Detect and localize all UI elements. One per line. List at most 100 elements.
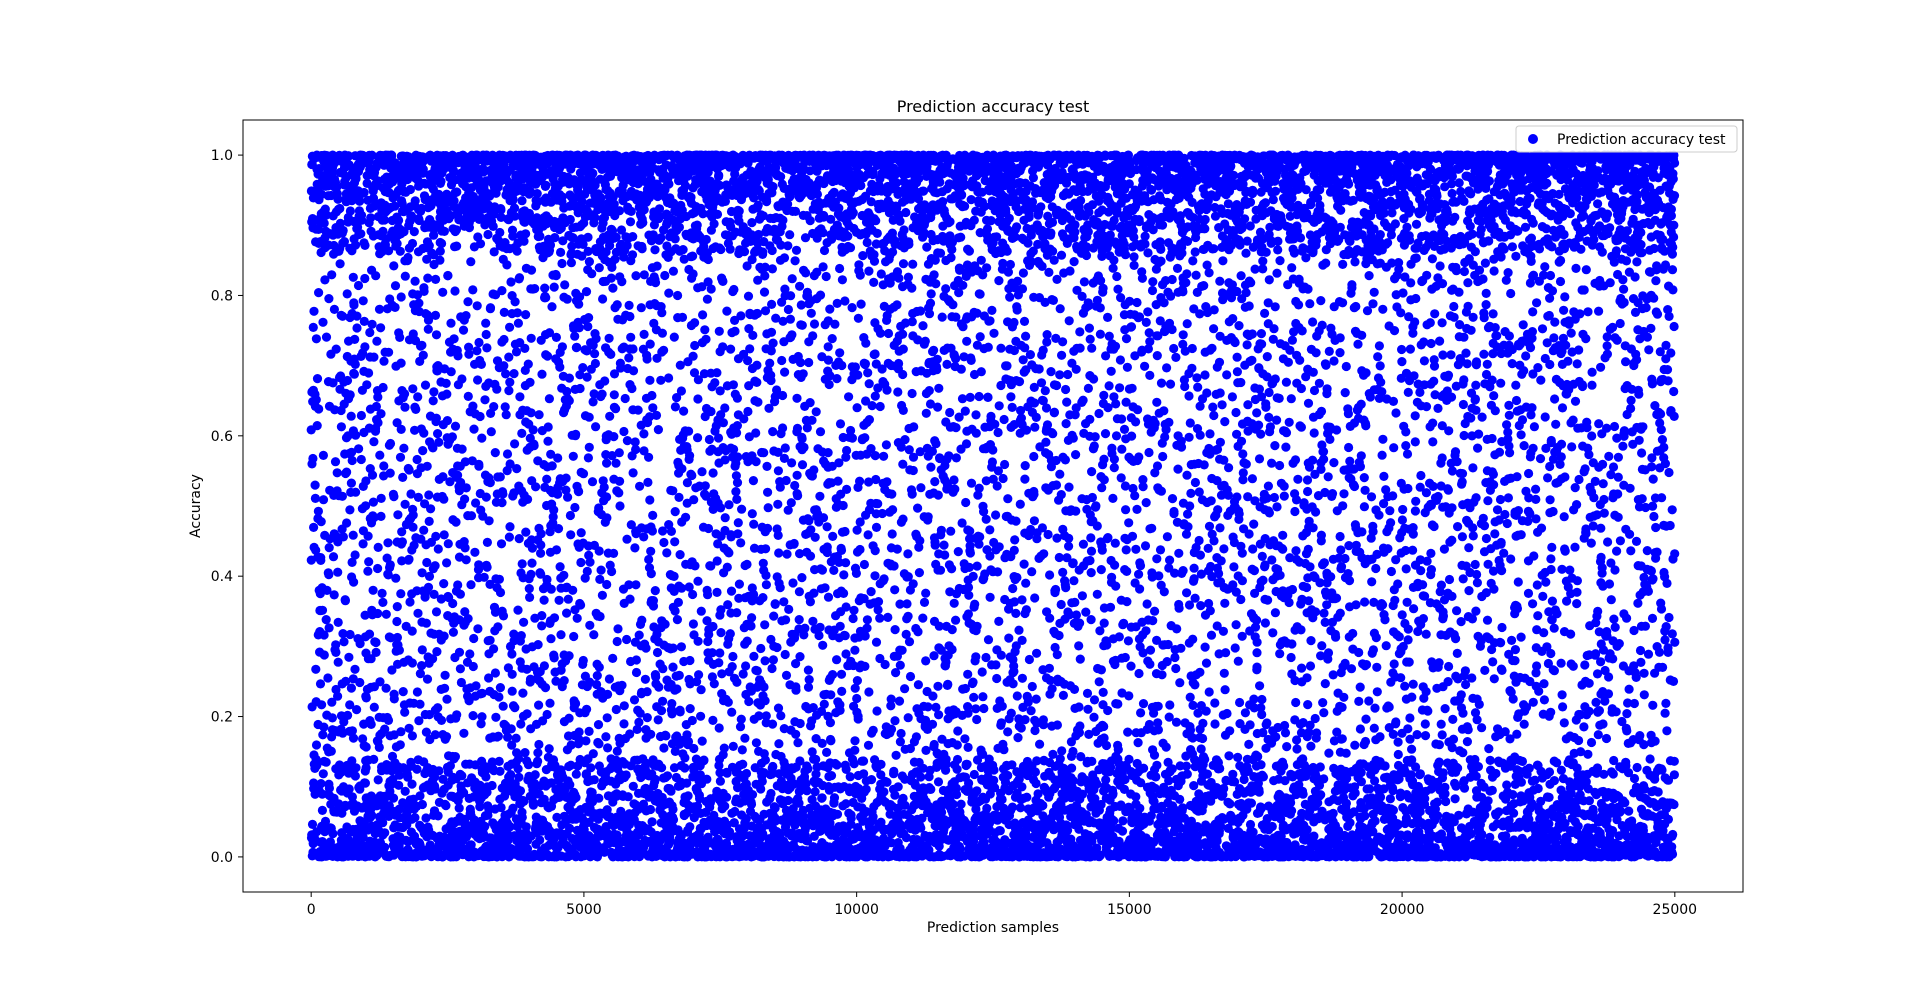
scatter-point <box>316 555 326 566</box>
scatter-point <box>510 297 520 307</box>
scatter-point <box>493 731 503 741</box>
scatter-point <box>405 597 415 607</box>
scatter-point <box>320 275 330 285</box>
scatter-point <box>693 433 703 443</box>
scatter-point <box>536 548 546 558</box>
scatter-point <box>781 615 791 625</box>
scatter-point <box>675 550 685 560</box>
scatter-point <box>700 325 710 335</box>
scatter-point <box>356 454 366 465</box>
scatter-point <box>593 720 604 730</box>
scatter-point <box>648 601 659 611</box>
scatter-point <box>668 815 679 825</box>
scatter-point <box>611 704 621 715</box>
scatter-point <box>732 494 742 504</box>
scatter-point <box>481 492 491 502</box>
scatter-point <box>708 621 718 632</box>
scatter-point <box>626 206 636 216</box>
scatter-point <box>595 611 605 622</box>
scatter-point <box>399 443 409 453</box>
scatter-point <box>642 354 652 364</box>
scatter-point <box>429 387 439 397</box>
scatter-point <box>373 563 383 574</box>
scatter-point <box>571 429 581 439</box>
scatter-point <box>360 778 370 788</box>
scatter-point <box>741 768 752 779</box>
scatter-point <box>389 694 399 704</box>
scatter-point <box>328 829 338 839</box>
scatter-point <box>601 732 611 742</box>
scatter-point <box>590 349 600 359</box>
scatter-point <box>355 677 365 688</box>
scatter-point <box>505 377 515 387</box>
scatter-point <box>621 770 631 780</box>
scatter-point <box>400 786 410 796</box>
scatter-point <box>516 631 526 641</box>
scatter-point <box>736 311 746 321</box>
scatter-point <box>786 498 796 508</box>
scatter-point <box>674 222 685 232</box>
scatter-point <box>309 522 319 533</box>
scatter-point <box>657 328 668 338</box>
scatter-point <box>374 742 384 753</box>
scatter-point <box>527 558 537 568</box>
scatter-point <box>361 763 371 773</box>
scatter-point <box>371 401 381 412</box>
scatter-point <box>790 480 800 491</box>
scatter-point <box>442 389 452 399</box>
scatter-point <box>319 630 329 640</box>
scatter-point <box>768 655 779 665</box>
scatter-point <box>673 290 683 301</box>
scatter-point <box>696 606 706 616</box>
scatter-point <box>342 467 352 477</box>
scatter-point <box>502 260 512 270</box>
scatter-point <box>449 334 459 344</box>
scatter-point <box>687 470 697 481</box>
scatter-point <box>315 679 326 689</box>
scatter-point <box>482 537 492 548</box>
scatter-point <box>329 590 339 600</box>
scatter-point <box>773 499 783 509</box>
scatter-point <box>611 404 621 414</box>
scatter-point <box>347 447 357 457</box>
scatter-point <box>768 427 778 437</box>
scatter-point <box>678 245 688 255</box>
scatter-point <box>485 478 495 488</box>
scatter-point <box>431 413 441 423</box>
scatter-point <box>641 643 651 653</box>
scatter-point <box>318 769 328 779</box>
scatter-point <box>572 342 582 352</box>
scatter-point <box>409 227 419 237</box>
scatter-point <box>625 311 635 322</box>
scatter-point <box>376 323 386 333</box>
scatter-point <box>785 314 796 324</box>
scatter-point <box>310 493 320 503</box>
scatter-point <box>393 510 403 520</box>
scatter-point <box>681 512 691 522</box>
scatter-point <box>690 561 700 571</box>
scatter-point <box>390 281 401 291</box>
scatter-point <box>311 664 321 674</box>
scatter-point <box>319 722 329 732</box>
scatter-point <box>518 688 528 698</box>
scatter-point <box>468 711 478 721</box>
scatter-point <box>763 503 773 513</box>
scatter-point <box>414 298 424 308</box>
scatter-point <box>368 497 378 507</box>
scatter-point <box>333 657 343 667</box>
scatter-point <box>543 422 553 432</box>
scatter-point <box>759 287 770 297</box>
scatter-point <box>311 334 321 344</box>
scatter-point <box>696 685 706 695</box>
scatter-point <box>435 255 445 265</box>
scatter-point <box>321 757 331 767</box>
scatter-point <box>525 377 535 387</box>
scatter-point <box>659 537 669 548</box>
scatter-point <box>501 410 511 420</box>
scatter-point <box>349 300 359 310</box>
scatter-point <box>507 649 517 659</box>
scatter-point <box>374 304 385 314</box>
scatter-point <box>383 715 394 726</box>
scatter-point <box>353 280 364 291</box>
scatter-point <box>598 294 608 304</box>
